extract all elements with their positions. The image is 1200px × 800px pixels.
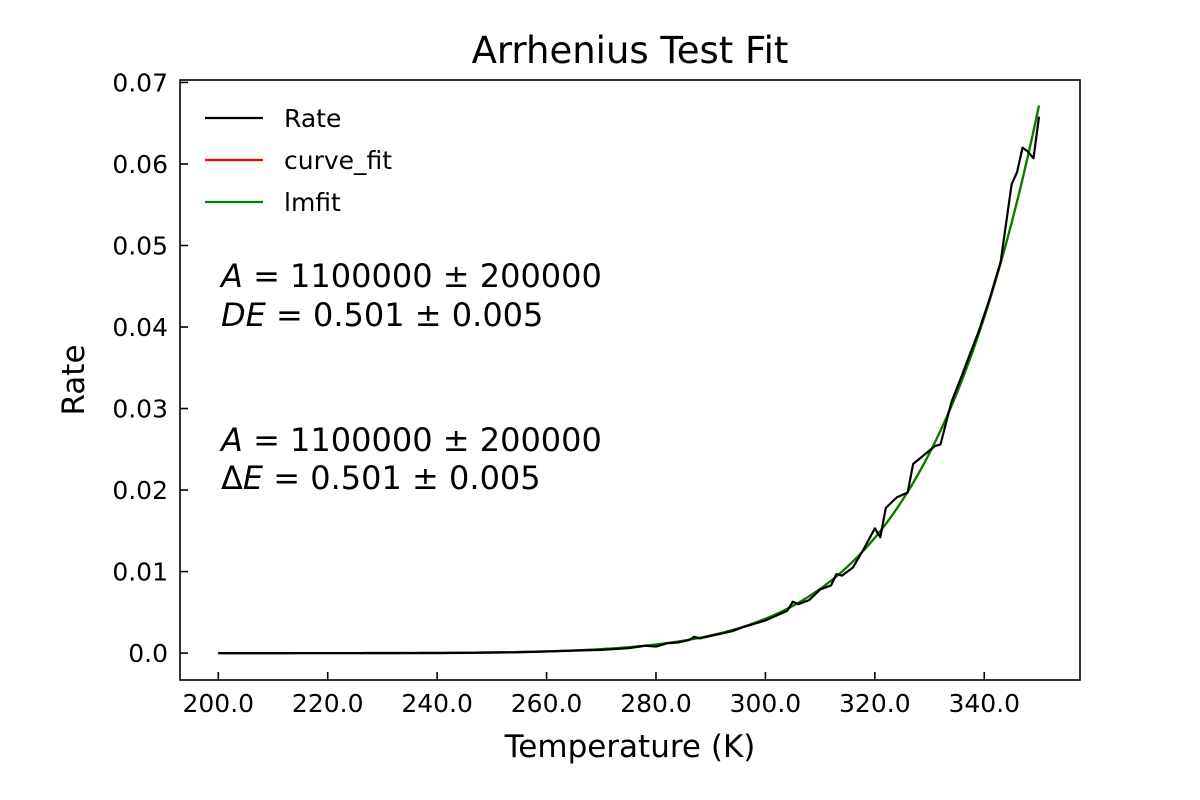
y-tick-label: 0.0: [128, 639, 168, 668]
y-tick-label: 0.03: [112, 395, 168, 424]
y-tick-label: 0.02: [112, 476, 168, 505]
x-tick-label: 300.0: [730, 689, 802, 718]
y-tick-label: 0.05: [112, 231, 168, 260]
annotation-2-line-1-value: = 1100000 ± 200000: [253, 421, 602, 459]
x-tick-label: 240.0: [401, 689, 473, 718]
annotation-1-line-1-value: = 1100000 ± 200000: [253, 257, 602, 295]
annotation-1-line-1: A = 1100000 ± 200000: [219, 257, 602, 295]
y-tick-label: 0.06: [112, 150, 168, 179]
y-tick-label: 0.04: [112, 313, 168, 342]
series-line-curve-fit: [218, 105, 1041, 655]
annotation-2-line-1-symbol: A: [219, 421, 243, 459]
x-tick-label: 220.0: [292, 689, 364, 718]
ticks-layer: 200.0 220.0 240.0 260.0 280.0 300.0 320.0 340.0…: [112, 68, 1020, 718]
legend-label-curve-fit: curve_fit: [284, 146, 392, 175]
y-axis-label: Rate: [56, 344, 92, 415]
annotation-2-line-1: A = 1100000 ± 200000: [219, 421, 602, 459]
y-tick-label: 0.07: [112, 68, 168, 97]
plot-frame: [179, 79, 1081, 681]
x-tick-label: 260.0: [511, 689, 583, 718]
legend-label-rate: Rate: [284, 104, 341, 133]
x-axis-label: Temperature (K): [504, 729, 756, 765]
x-tick-label: 200.0: [183, 689, 255, 718]
annotation-1-line-2-symbol: DE: [221, 296, 267, 334]
x-tick-label: 280.0: [620, 689, 692, 718]
chart-title: Arrhenius Test Fit: [472, 29, 789, 72]
series-layer: [218, 105, 1041, 655]
legend-label-lmfit: lmfit: [284, 188, 341, 217]
series-line-lmfit: [218, 105, 1041, 655]
annotation-2-line-2-value: = 0.501 ± 0.005: [273, 459, 540, 497]
annotation-group-1: A = 1100000 ± 200000 DE = 0.501 ± 0.005: [219, 257, 602, 334]
annotation-1-line-2-value: = 0.501 ± 0.005: [276, 296, 543, 334]
annotation-2-line-2-delta: Δ: [221, 459, 243, 497]
annotation-1-line-1-symbol: A: [219, 257, 243, 295]
annotation-group-2: A = 1100000 ± 200000 ΔE = 0.501 ± 0.005: [219, 421, 602, 497]
y-tick-label: 0.01: [112, 558, 168, 587]
annotation-1-line-2: DE = 0.501 ± 0.005: [221, 296, 543, 334]
x-tick-label: 320.0: [839, 689, 911, 718]
annotation-2-line-2-symbol: E: [243, 459, 264, 497]
annotation-2-line-2: ΔE = 0.501 ± 0.005: [221, 459, 541, 497]
series-line-rate: [218, 116, 1041, 655]
x-tick-label: 340.0: [948, 689, 1020, 718]
